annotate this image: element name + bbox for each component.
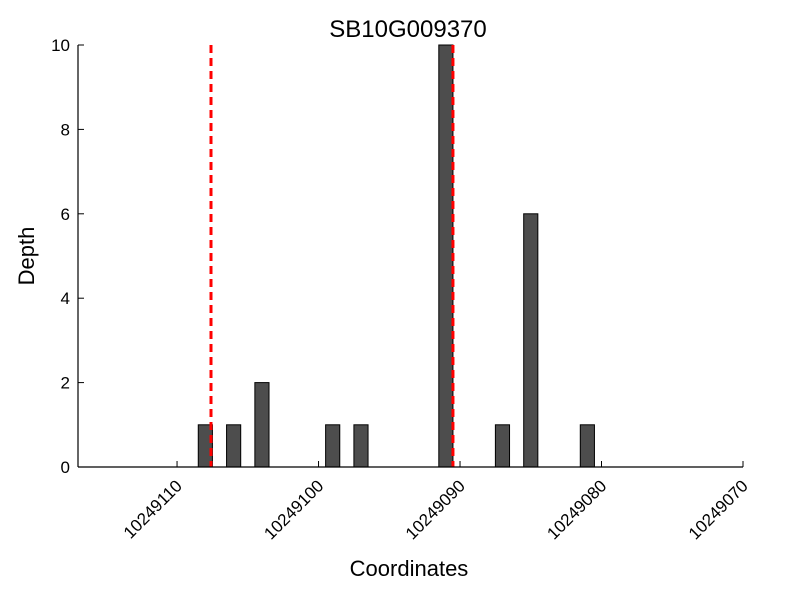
x-tick-label-10249090: 10249090 [402,476,469,543]
x-tick-label-10249080: 10249080 [543,476,610,543]
bars-layer [197,44,595,468]
x-tick-label-10249110: 10249110 [120,476,186,542]
chart-title: SB10G009370 [329,16,486,43]
y-tick-label-10: 10 [51,36,70,55]
y-tick-label-0: 0 [61,458,70,477]
bar-10249106 [226,424,242,468]
y-tick-label-2: 2 [61,374,70,393]
y-tick-label-8: 8 [61,120,70,139]
reference-lines-layer [209,45,455,467]
bar-10249108 [197,424,213,468]
y-tick-label-6: 6 [61,205,70,224]
x-tick-label-10249100: 10249100 [260,476,327,543]
bar-10249099 [325,424,341,468]
x-axis-label: Coordinates [350,556,469,581]
bar-10249097 [353,424,369,468]
x-tick-label-10249070: 10249070 [685,476,752,543]
bar-10249085 [523,213,539,468]
bar-10249091 [438,44,454,468]
bar-10249104 [254,382,270,468]
axes-layer [77,45,743,468]
y-tick-label-4: 4 [61,289,70,308]
y-axis-label: Depth [14,227,39,286]
bar-10249087 [494,424,511,468]
bar-10249081 [579,424,595,468]
